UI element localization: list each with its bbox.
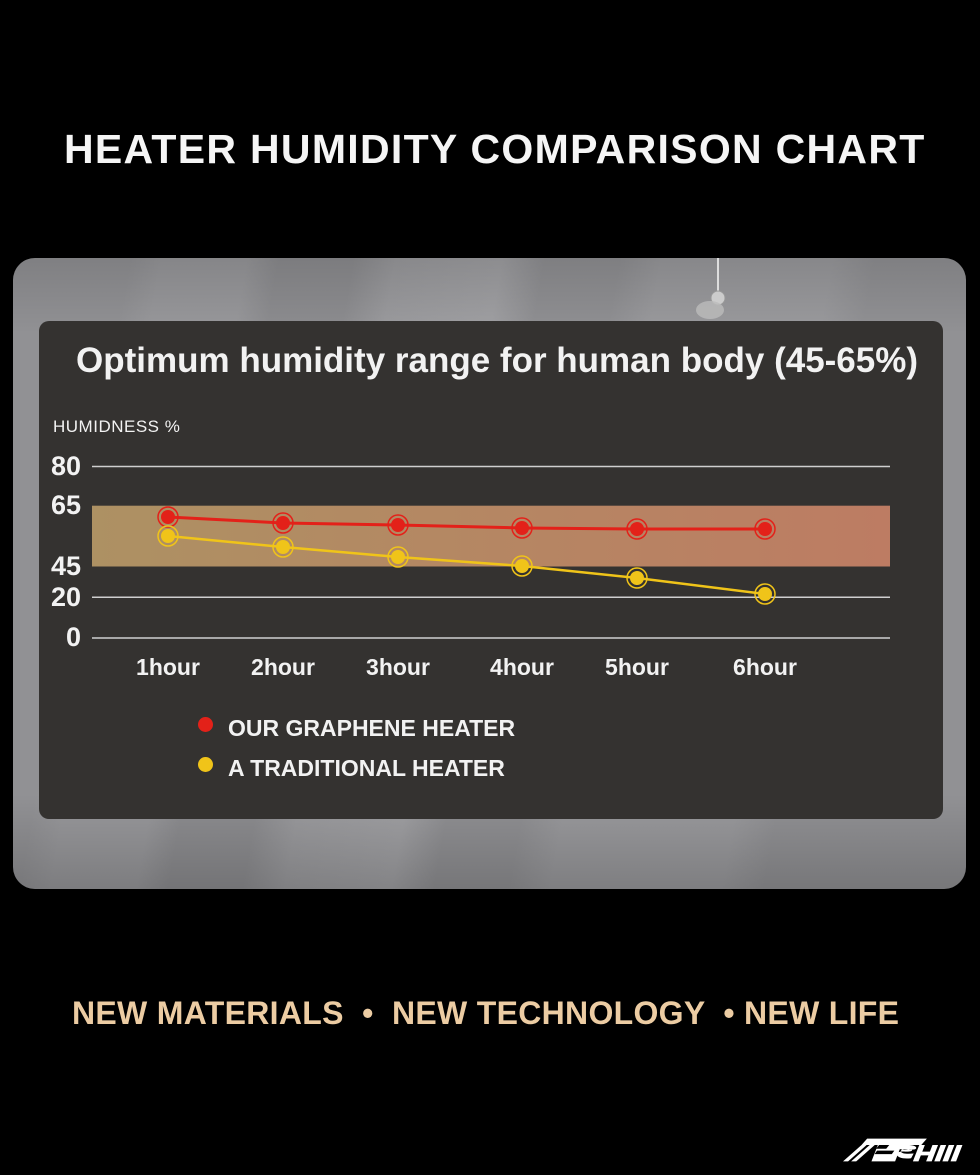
svg-text:80: 80 [51,451,81,481]
svg-text:0: 0 [66,622,81,652]
svg-text:6hour: 6hour [733,654,797,680]
svg-text:4hour: 4hour [490,654,554,680]
svg-text:5hour: 5hour [605,654,669,680]
svg-text:20: 20 [51,582,81,612]
svg-text:2hour: 2hour [251,654,315,680]
svg-text:45: 45 [51,551,81,581]
svg-text:3hour: 3hour [366,654,430,680]
svg-text:1hour: 1hour [136,654,200,680]
svg-text:65: 65 [51,490,81,520]
